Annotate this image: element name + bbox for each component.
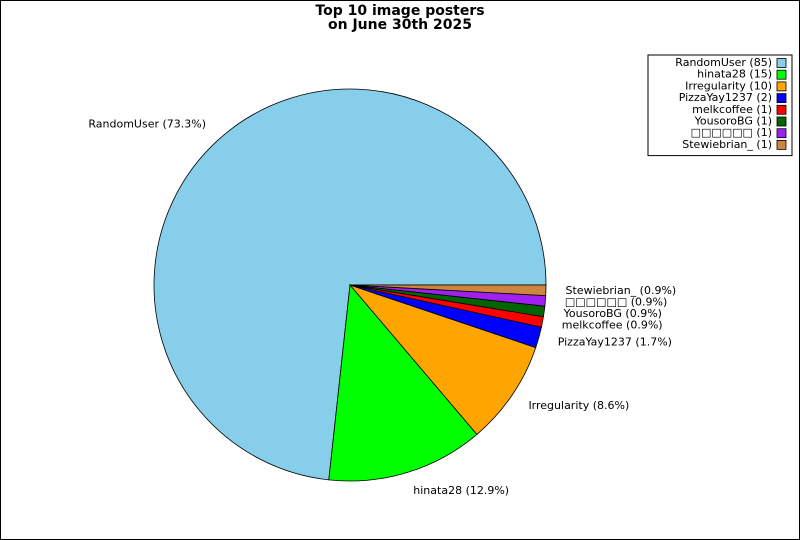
legend-label: hinata28 (15) (697, 68, 772, 81)
legend-swatch (776, 139, 787, 150)
legend-swatch (776, 93, 787, 103)
slice-label: YousoroBG (0.9%) (563, 307, 662, 320)
legend-label: □□□□□□ (1) (691, 126, 772, 139)
slice-label: hinata28 (12.9%) (413, 484, 509, 497)
chart-title: Top 10 image posters (315, 3, 484, 19)
pie-slice (348, 284, 537, 435)
legend-label: Stewiebrian_ (1) (682, 138, 772, 151)
pie-slice (328, 284, 478, 482)
slice-label: Irregularity (8.6%) (528, 399, 629, 412)
legend-swatch (776, 81, 787, 92)
legend-box (647, 54, 793, 157)
slice-label: Stewiebrian_ (0.9%) (566, 284, 677, 297)
slice-label: □□□□□□ (0.9%) (565, 295, 667, 308)
legend-label: Irregularity (10) (685, 79, 772, 92)
legend-swatch (776, 128, 787, 139)
legend-label: PizzaYay1237 (2) (679, 91, 772, 104)
legend-swatch (776, 116, 787, 127)
legend-swatch (776, 104, 787, 115)
legend-label: YousoroBG (1) (694, 115, 772, 128)
legend-label: RandomUser (85) (675, 56, 772, 69)
chart-title: on June 30th 2025 (328, 17, 472, 33)
slice-label: melkcoffee (0.9%) (562, 319, 663, 332)
legend-swatch (776, 69, 787, 80)
slice-label: PizzaYay1237 (1.7%) (558, 336, 672, 349)
legend-swatch (776, 58, 787, 68)
slice-label: RandomUser (73.3%) (88, 118, 206, 131)
legend-label: melkcoffee (1) (692, 103, 772, 116)
pie-slice (349, 284, 547, 297)
